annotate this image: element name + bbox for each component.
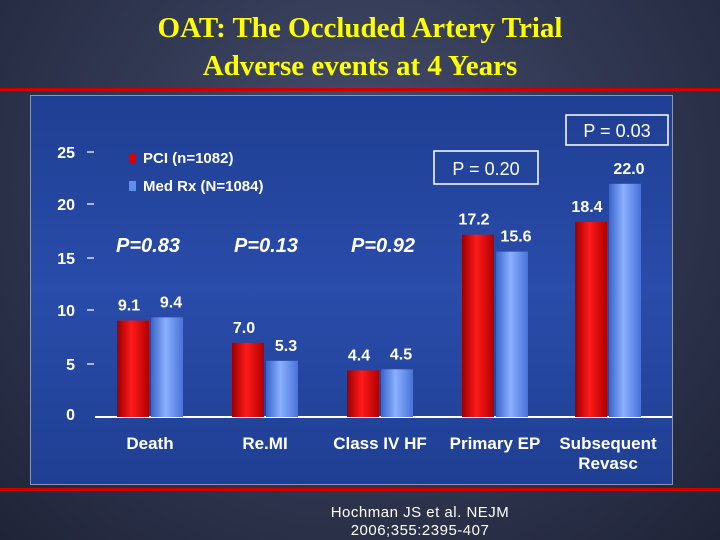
x-category-label: Re.MI [242, 434, 287, 453]
bar-medrx [266, 360, 298, 417]
slide-subtitle: Adverse events at 4 Years [202, 50, 518, 82]
p-value-remi: P=0.13 [234, 235, 298, 257]
bar-pci [462, 234, 494, 417]
bar-pci [347, 370, 379, 417]
bar-value-label: 15.6 [500, 229, 531, 246]
legend-label-medrx: Med Rx (N=1084) [143, 178, 263, 195]
legend-swatch-medrx [129, 181, 136, 191]
bar-medrx [381, 369, 413, 417]
bar-medrx [151, 317, 183, 417]
p-value-box-primary-ep [433, 150, 539, 185]
bar-value-label: 17.2 [458, 212, 489, 229]
bar-value-label: 4.5 [390, 346, 412, 363]
y-tick-label: 5 [66, 357, 75, 374]
y-tick-label: 15 [57, 251, 75, 268]
x-category-label: Death [126, 434, 173, 453]
bar-medrx [496, 251, 528, 417]
p-value-box-revasc [565, 114, 669, 146]
chart-panel [30, 95, 673, 485]
y-tick-label: 25 [57, 145, 75, 162]
bar-value-label: 9.1 [118, 298, 140, 315]
top-divider [0, 88, 720, 91]
bar-value-label: 4.4 [348, 347, 370, 364]
citation-line-1: Hochman JS et al. NEJM [330, 504, 510, 521]
p-value-death: P=0.83 [116, 235, 180, 257]
bar-pci [117, 320, 149, 417]
y-tick-label: 0 [66, 407, 75, 424]
bar-value-label: 7.0 [233, 320, 255, 337]
citation: Hochman JS et al. NEJM 2006;355:2395-407 [280, 504, 560, 540]
p-value-hf: P=0.92 [351, 235, 415, 257]
bar-value-label: 9.4 [160, 294, 182, 311]
p-value-revasc: P = 0.03 [583, 121, 650, 141]
citation-line-2: 2006;355:2395-407 [350, 522, 490, 539]
legend-label-pci: PCI (n=1082) [143, 150, 233, 167]
bar-value-label: 18.4 [571, 199, 602, 216]
bottom-divider [0, 488, 720, 491]
slide-title: OAT: The Occluded Artery Trial [157, 12, 563, 44]
x-category-label: Primary EP [450, 434, 541, 453]
y-tick-label: 10 [57, 303, 75, 320]
bar-value-label: 5.3 [275, 338, 297, 355]
bar-pci [232, 342, 264, 417]
p-value-primary-ep: P = 0.20 [452, 159, 519, 179]
bar-pci [575, 221, 607, 417]
x-category-label: Subsequent Revasc [559, 434, 657, 473]
x-category-label: Class IV HF [333, 434, 427, 453]
legend-swatch-pci [129, 153, 136, 163]
bar-value-label: 22.0 [613, 161, 644, 178]
bar-medrx [609, 183, 641, 417]
y-tick-label: 20 [57, 197, 75, 214]
